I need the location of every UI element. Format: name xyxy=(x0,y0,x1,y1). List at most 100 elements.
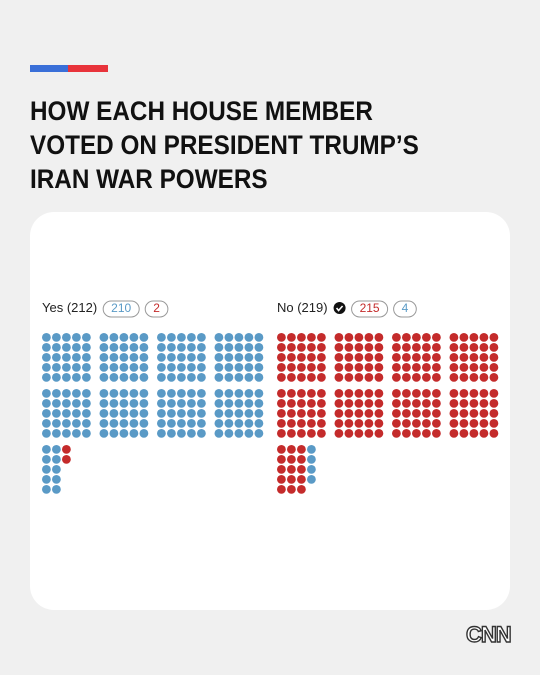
dot xyxy=(277,353,286,362)
dot xyxy=(489,399,499,408)
dot xyxy=(82,399,91,408)
dot xyxy=(167,363,176,372)
dot xyxy=(479,363,489,372)
dot xyxy=(422,363,431,372)
dot xyxy=(402,343,411,352)
dot xyxy=(167,389,176,398)
dot xyxy=(364,343,374,352)
dot xyxy=(392,333,401,342)
dot xyxy=(354,373,364,382)
dot xyxy=(62,429,71,438)
dot xyxy=(287,485,296,494)
dot xyxy=(187,373,196,382)
dot xyxy=(334,333,344,342)
dot xyxy=(469,333,479,342)
dot xyxy=(412,429,421,438)
dot xyxy=(479,409,489,418)
dot xyxy=(449,409,459,418)
title-line: HOW EACH HOUSE MEMBER xyxy=(30,96,373,126)
dot xyxy=(422,333,431,342)
dot xyxy=(307,399,316,408)
dot xyxy=(374,429,384,438)
dot xyxy=(62,373,71,382)
dot xyxy=(469,409,479,418)
dot xyxy=(42,373,51,382)
dot xyxy=(197,353,206,362)
dot xyxy=(344,373,354,382)
dot xyxy=(139,363,149,372)
dot xyxy=(119,343,129,352)
dot xyxy=(224,429,234,438)
logo: CNN xyxy=(465,621,512,647)
dot xyxy=(374,419,384,428)
dot xyxy=(297,485,306,494)
dot xyxy=(99,419,109,428)
dot xyxy=(297,373,306,382)
dot xyxy=(432,419,441,428)
dot xyxy=(432,399,441,408)
dot xyxy=(157,419,166,428)
dot xyxy=(224,373,234,382)
dot xyxy=(364,373,374,382)
dot xyxy=(374,409,384,418)
dot xyxy=(334,353,344,362)
dot xyxy=(354,389,364,398)
dot xyxy=(297,363,306,372)
dot xyxy=(412,373,421,382)
dot xyxy=(287,363,296,372)
dot xyxy=(214,419,224,428)
group-label: Yes (212) xyxy=(42,300,97,315)
dot xyxy=(244,419,254,428)
dot xyxy=(287,429,296,438)
dot xyxy=(344,419,354,428)
dot xyxy=(297,445,306,454)
dot xyxy=(277,465,286,474)
dot xyxy=(244,353,254,362)
dot xyxy=(224,333,234,342)
dot xyxy=(449,429,459,438)
dot xyxy=(364,353,374,362)
dot xyxy=(364,389,374,398)
dot xyxy=(297,429,306,438)
dot xyxy=(187,353,196,362)
dot xyxy=(432,409,441,418)
dot xyxy=(307,373,316,382)
dot xyxy=(109,363,119,372)
dot xyxy=(129,389,139,398)
dot xyxy=(72,333,81,342)
dot xyxy=(297,399,306,408)
dot xyxy=(277,343,286,352)
dot xyxy=(82,363,91,372)
dot xyxy=(479,373,489,382)
count-label: 2 xyxy=(153,301,160,315)
dot xyxy=(287,389,296,398)
dot xyxy=(432,389,441,398)
title-line: IRAN WAR POWERS xyxy=(30,164,268,194)
dot xyxy=(449,353,459,362)
dot xyxy=(157,333,166,342)
dot xyxy=(412,409,421,418)
dot xyxy=(52,389,61,398)
dot xyxy=(72,343,81,352)
dot xyxy=(129,363,139,372)
dot xyxy=(364,409,374,418)
dot xyxy=(287,419,296,428)
dot xyxy=(489,409,499,418)
dot xyxy=(277,485,286,494)
dot xyxy=(277,445,286,454)
dot xyxy=(177,429,186,438)
dot xyxy=(129,333,139,342)
dot xyxy=(167,399,176,408)
dot xyxy=(459,373,469,382)
dot xyxy=(109,353,119,362)
dot xyxy=(197,419,206,428)
dot xyxy=(344,363,354,372)
dot xyxy=(99,389,109,398)
dot xyxy=(119,419,129,428)
dot xyxy=(167,343,176,352)
dot xyxy=(99,343,109,352)
dot xyxy=(307,363,316,372)
dot xyxy=(52,399,61,408)
dot xyxy=(297,455,306,464)
